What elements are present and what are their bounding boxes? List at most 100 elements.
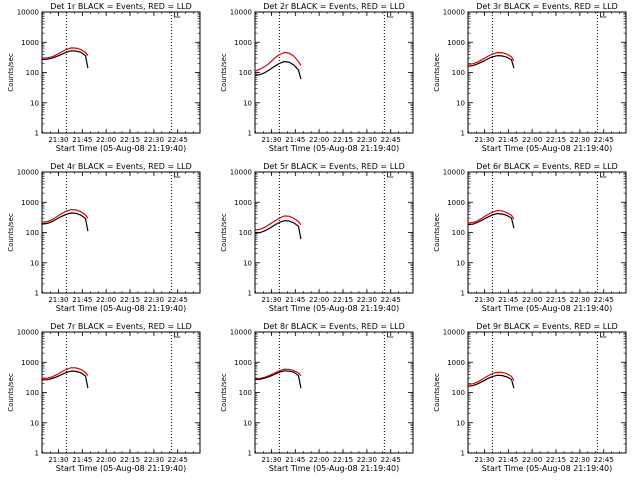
x-tick-label: 22:00 [522,136,542,144]
chart-title: Det 9r BLACK = Events, RED = LLD [476,322,618,331]
x-tick-label: 22:00 [309,456,329,464]
y-tick-label: 10 [243,99,252,107]
y-tick-label: 10 [30,259,39,267]
x-tick-label: 22:30 [357,296,377,304]
detector-panel-6: Det 6r BLACK = Events, RED = LLD 1 10 100 10… [426,160,639,320]
y-tick-label: 100 [239,229,252,237]
x-axis-label: Start Time (05-Aug-08 21:19:40) [56,144,187,153]
detector-panel-7: Det 7r BLACK = Events, RED = LLD 1 10 100 10… [0,320,213,480]
plot-frame [467,11,627,134]
chart-title: Det 8r BLACK = Events, RED = LLD [263,322,405,331]
y-tick-label: 1000 [234,199,252,207]
y-tick-label: 10 [243,419,252,427]
y-tick-label: 1000 [447,359,465,367]
x-axis-label: Start Time (05-Aug-08 21:19:40) [482,144,613,153]
plot-frame [41,171,201,294]
bracket-mark [386,172,394,178]
plot-frame [254,171,414,294]
detector-panel-8: Det 8r BLACK = Events, RED = LLD 1 10 100 10… [213,320,426,480]
x-tick-label: 21:30 [48,136,68,144]
series-line-events [467,55,515,69]
y-tick-label: 1 [461,130,465,138]
series-line-lld [41,47,89,59]
x-tick-label: 21:30 [474,296,494,304]
chart-title: Det 7r BLACK = Events, RED = LLD [50,322,192,331]
series-line-events [41,50,89,69]
plot-frame [41,331,201,454]
chart-title: Det 6r BLACK = Events, RED = LLD [476,162,618,171]
bracket-mark [599,172,607,178]
chart-title: Det 1r BLACK = Events, RED = LLD [50,2,192,11]
x-tick-label: 22:30 [570,456,590,464]
x-tick-label: 21:30 [261,456,281,464]
x-tick-label: 22:00 [96,456,116,464]
y-tick-label: 100 [452,389,465,397]
series-line-events [41,212,89,232]
series-line-lld [41,367,89,380]
y-axis-label: Counts/sec [7,213,15,252]
y-tick-label: 100 [452,69,465,77]
x-tick-label: 22:15 [333,456,353,464]
x-tick-label: 22:15 [120,296,140,304]
plot-frame [41,11,201,134]
x-tick-label: 22:15 [546,136,566,144]
x-tick-label: 21:45 [285,136,305,144]
bracket-mark [173,12,181,18]
y-tick-label: 1 [461,290,465,298]
x-axis-label: Start Time (05-Aug-08 21:19:40) [482,304,613,313]
x-tick-label: 22:45 [381,136,401,144]
x-tick-label: 21:30 [261,136,281,144]
y-tick-label: 1000 [21,199,39,207]
plot-frame [467,331,627,454]
x-tick-label: 22:15 [333,136,353,144]
x-axis-label: Start Time (05-Aug-08 21:19:40) [269,144,400,153]
x-tick-label: 22:00 [309,296,329,304]
x-tick-label: 22:45 [168,456,188,464]
x-tick-label: 22:45 [594,456,614,464]
series-line-lld [467,209,515,224]
y-tick-label: 1000 [447,199,465,207]
series-line-lld [467,371,515,385]
light-curve-plot: Det 2r BLACK = Events, RED = LLD 1 10 100 10… [220,2,414,153]
x-tick-label: 22:30 [144,136,164,144]
x-tick-label: 21:30 [474,456,494,464]
y-tick-label: 10000 [443,329,465,337]
detector-panel-2: Det 2r BLACK = Events, RED = LLD 1 10 100 10… [213,0,426,160]
y-tick-label: 100 [239,69,252,77]
light-curve-plot: Det 8r BLACK = Events, RED = LLD 1 10 100 10… [220,322,414,473]
y-tick-label: 100 [26,229,39,237]
light-curve-plot: Det 1r BLACK = Events, RED = LLD 1 10 100 10… [7,2,201,153]
y-tick-label: 10000 [17,169,39,177]
plot-frame [254,11,414,134]
y-tick-label: 1 [248,450,252,458]
y-tick-label: 10 [243,259,252,267]
light-curve-plot: Det 6r BLACK = Events, RED = LLD 1 10 100 10… [433,162,627,313]
y-tick-label: 10000 [443,169,465,177]
x-tick-label: 22:00 [522,456,542,464]
light-curve-plot: Det 9r BLACK = Events, RED = LLD 1 10 100 10… [433,322,627,473]
y-tick-label: 100 [239,389,252,397]
x-axis-label: Start Time (05-Aug-08 21:19:40) [269,304,400,313]
x-tick-label: 22:30 [570,296,590,304]
y-tick-label: 1 [248,130,252,138]
series-line-lld [254,368,302,380]
x-tick-label: 22:15 [120,136,140,144]
y-tick-label: 10000 [230,9,252,17]
y-axis-label: Counts/sec [433,213,441,252]
x-tick-label: 21:30 [474,136,494,144]
y-tick-label: 10000 [443,9,465,17]
y-tick-label: 10000 [230,169,252,177]
y-axis-label: Counts/sec [220,213,228,252]
bracket-mark [173,332,181,338]
series-line-lld [41,208,89,223]
x-tick-label: 21:45 [72,136,92,144]
x-tick-label: 22:45 [381,456,401,464]
y-tick-label: 1000 [447,39,465,47]
series-line-lld [467,51,515,65]
light-curve-plot: Det 4r BLACK = Events, RED = LLD 1 10 100 10… [7,162,201,313]
y-tick-label: 100 [452,229,465,237]
x-tick-label: 22:30 [357,456,377,464]
chart-title: Det 5r BLACK = Events, RED = LLD [263,162,405,171]
y-axis-label: Counts/sec [7,373,15,412]
series-line-lld [254,51,302,72]
